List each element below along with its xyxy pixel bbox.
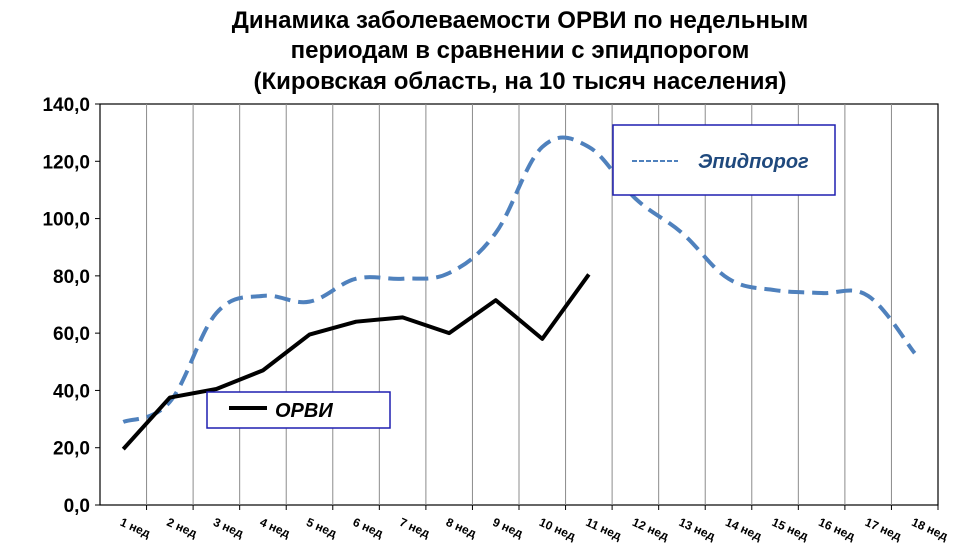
- legend-orvi: ОРВИ: [206, 391, 391, 429]
- title-line-1: Динамика заболеваемости ОРВИ по недельны…: [232, 7, 808, 34]
- legend-epidporog-label: Эпидпорог: [698, 151, 809, 173]
- y-tick-label: 60,0: [53, 324, 90, 345]
- y-tick-label: 0,0: [64, 496, 90, 517]
- y-axis-ticks: 0,0 20,0 40,0 60,0 80,0 100,0 120,0 140,0: [42, 95, 100, 517]
- legend-epidporog: Эпидпорог: [612, 124, 836, 196]
- y-tick-label: 120,0: [42, 152, 90, 173]
- x-axis-ticks: 1 нед 2 нед 3 нед 4 нед 5 нед 6 нед 7 нед 8 нед…: [118, 505, 950, 543]
- x-tick-label: 2 нед: [165, 515, 200, 541]
- title-line-2: периодам в сравнении с эпидпорогом: [291, 37, 750, 64]
- x-tick-label: 8 нед: [444, 515, 479, 541]
- x-tick-label: 12 нед: [630, 515, 671, 543]
- x-tick-label: 7 нед: [397, 515, 432, 541]
- x-tick-label: 14 нед: [723, 515, 764, 543]
- y-tick-label: 40,0: [53, 381, 90, 402]
- x-tick-label: 5 нед: [304, 515, 339, 541]
- title-line-3: (Кировская область, на 10 тысяч населени…: [253, 68, 786, 95]
- y-tick-label: 140,0: [42, 95, 90, 116]
- series-line-orvi: [121, 273, 591, 451]
- chart-title: Динамика заболеваемости ОРВИ по недельны…: [232, 7, 808, 95]
- x-tick-label: 15 нед: [770, 515, 811, 543]
- legend-orvi-label: ОРВИ: [275, 400, 333, 422]
- x-tick-label: 16 нед: [816, 515, 857, 543]
- x-tick-label: 6 нед: [351, 515, 386, 541]
- x-tick-label: 17 нед: [863, 515, 904, 543]
- x-tick-label: 3 нед: [211, 515, 246, 541]
- x-tick-label: 4 нед: [258, 515, 293, 541]
- x-tick-label: 11 нед: [584, 515, 624, 543]
- y-tick-label: 80,0: [53, 267, 90, 288]
- x-tick-label: 1 нед: [118, 515, 153, 541]
- series-line-epidporog: [122, 135, 917, 424]
- x-tick-label: 13 нед: [677, 515, 718, 543]
- x-tick-label: 10 нед: [537, 515, 578, 543]
- x-tick-label: 18 нед: [910, 515, 951, 543]
- y-tick-label: 100,0: [42, 210, 90, 231]
- x-tick-label: 9 нед: [491, 515, 526, 541]
- series: [121, 135, 917, 451]
- y-tick-label: 20,0: [53, 439, 90, 460]
